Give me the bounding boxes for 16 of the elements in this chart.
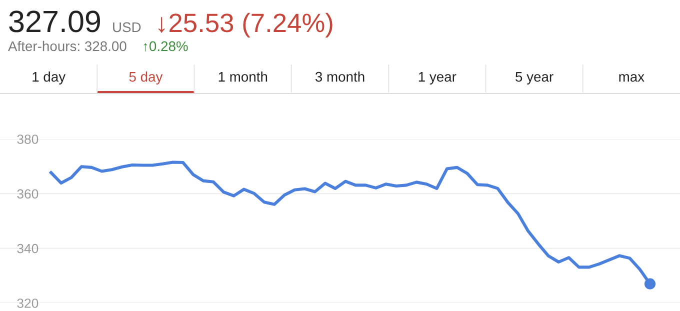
chart-title: 327.09 [9,10,100,32]
text: ↓25.53 (7.24%) [158,12,332,38]
y-tick-label: 380 [17,134,38,144]
text: 5 day [129,72,163,84]
text: max [619,74,644,82]
text: After-hours: 328.00 [8,40,126,52]
text: 5 year [516,72,554,84]
text: ↑0.28% [144,41,188,52]
text: 3 month [315,72,364,82]
text: 1 year [418,72,456,84]
y-tick-label: 340 [17,244,38,254]
text: 1 day [32,72,66,84]
text: 1 month [218,72,268,82]
y-tick-label: 360 [17,189,38,199]
y-tick-label: 320 [17,298,38,308]
text: USD [113,22,141,32]
